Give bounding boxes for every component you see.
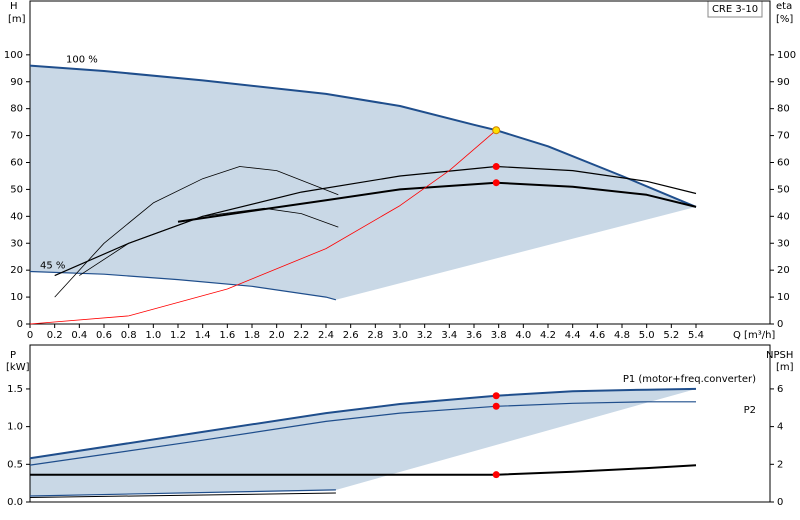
x-tick-label: 5.0 <box>639 330 655 341</box>
x-tick-label: 1.8 <box>244 330 260 341</box>
x-tick-label: 0.4 <box>71 330 87 341</box>
curve <box>29 129 497 325</box>
y-tick-label: 20 <box>10 265 23 276</box>
y-tick-label: 0 <box>777 319 783 330</box>
y-tick-label: 100 <box>4 50 23 61</box>
x-tick-label: 0.2 <box>47 330 63 341</box>
x-axis-label: Q [m³/h] <box>733 330 775 341</box>
curve-label: P1 (motor+freq.converter) <box>623 374 756 385</box>
x-tick-label: 3.4 <box>441 330 457 341</box>
curve <box>29 64 697 208</box>
y-tick-label: 70 <box>777 131 790 142</box>
x-tick-label: 5.2 <box>663 330 679 341</box>
y-tick-label: 20 <box>777 265 790 276</box>
y2-axis-unit: [m] <box>776 362 794 373</box>
curve-label: 100 % <box>66 55 98 66</box>
y-tick-label: 1.5 <box>7 384 23 395</box>
x-tick-label: 3.6 <box>466 330 482 341</box>
y-tick-label: 30 <box>10 238 23 249</box>
curve <box>29 270 337 301</box>
curve-label: P2 <box>744 405 756 416</box>
y-tick-label: 2 <box>777 459 783 470</box>
x-tick-label: 1.2 <box>170 330 186 341</box>
y2-axis-unit: [%] <box>776 14 793 25</box>
operating-point <box>492 392 500 400</box>
x-tick-label: 4.2 <box>540 330 556 341</box>
y-tick-label: 90 <box>10 77 23 88</box>
y2-axis-label: NPSH <box>766 350 793 361</box>
y-tick-label: 100 <box>777 50 796 61</box>
y-tick-label: 30 <box>777 238 790 249</box>
y-tick-label: 40 <box>777 211 790 222</box>
curve <box>29 401 696 466</box>
x-tick-label: 4.8 <box>614 330 630 341</box>
y-tick-label: 0 <box>17 319 23 330</box>
y-axis-unit: [kW] <box>6 362 30 373</box>
x-tick-label: 2.6 <box>343 330 359 341</box>
y-axis-label: H <box>10 1 18 12</box>
y-tick-label: 40 <box>10 211 23 222</box>
curve-label: 45 % <box>40 261 65 272</box>
y-tick-label: 80 <box>777 104 790 115</box>
y-tick-label: 1.0 <box>7 422 23 433</box>
x-tick-label: 4.6 <box>589 330 605 341</box>
y-tick-label: 50 <box>777 184 790 195</box>
x-tick-label: 4.4 <box>565 330 581 341</box>
x-tick-label: 1.0 <box>145 330 161 341</box>
y-tick-label: 80 <box>10 104 23 115</box>
x-tick-label: 0.6 <box>96 330 112 341</box>
y-tick-label: 4 <box>777 422 783 433</box>
operating-area <box>30 65 696 300</box>
y-tick-label: 90 <box>777 77 790 88</box>
x-tick-label: 0.8 <box>121 330 137 341</box>
x-tick-label: 2.0 <box>269 330 285 341</box>
y-tick-label: 70 <box>10 131 23 142</box>
y-tick-label: 10 <box>10 292 23 303</box>
y2-axis-label: eta <box>776 1 792 12</box>
curve <box>29 489 336 497</box>
operating-area <box>30 388 696 496</box>
y-tick-label: 50 <box>10 184 23 195</box>
curve <box>29 387 697 460</box>
x-tick-label: 4.0 <box>515 330 531 341</box>
y-tick-label: 60 <box>10 158 23 169</box>
x-tick-label: 1.4 <box>195 330 211 341</box>
x-tick-label: 2.2 <box>293 330 309 341</box>
x-tick-label: 3.8 <box>491 330 507 341</box>
y-tick-label: 0.5 <box>7 459 23 470</box>
curve <box>177 181 697 223</box>
curve <box>29 492 336 498</box>
curve <box>79 207 339 276</box>
x-tick-label: 3.2 <box>417 330 433 341</box>
x-tick-label: 0 <box>27 330 33 341</box>
y-tick-label: 60 <box>777 158 790 169</box>
x-tick-label: 1.6 <box>219 330 235 341</box>
y-tick-label: 0.0 <box>7 497 23 508</box>
plot-frame <box>29 344 771 503</box>
y-axis-unit: [m] <box>8 14 26 25</box>
legend-label: CRE 3-10 <box>712 4 758 15</box>
operating-point <box>492 402 500 410</box>
curve <box>54 166 339 298</box>
operating-point <box>492 471 500 479</box>
x-tick-label: 2.8 <box>367 330 383 341</box>
x-tick-label: 3.0 <box>392 330 408 341</box>
y-tick-label: 0 <box>777 497 783 508</box>
x-tick-label: 5.4 <box>688 330 704 341</box>
y-tick-label: 10 <box>777 292 790 303</box>
operating-point <box>492 163 500 171</box>
x-tick-label: 2.4 <box>318 330 334 341</box>
y-axis-label: P <box>10 350 16 361</box>
y-tick-label: 6 <box>777 384 783 395</box>
operating-point <box>492 179 500 187</box>
operating-point <box>492 126 501 135</box>
